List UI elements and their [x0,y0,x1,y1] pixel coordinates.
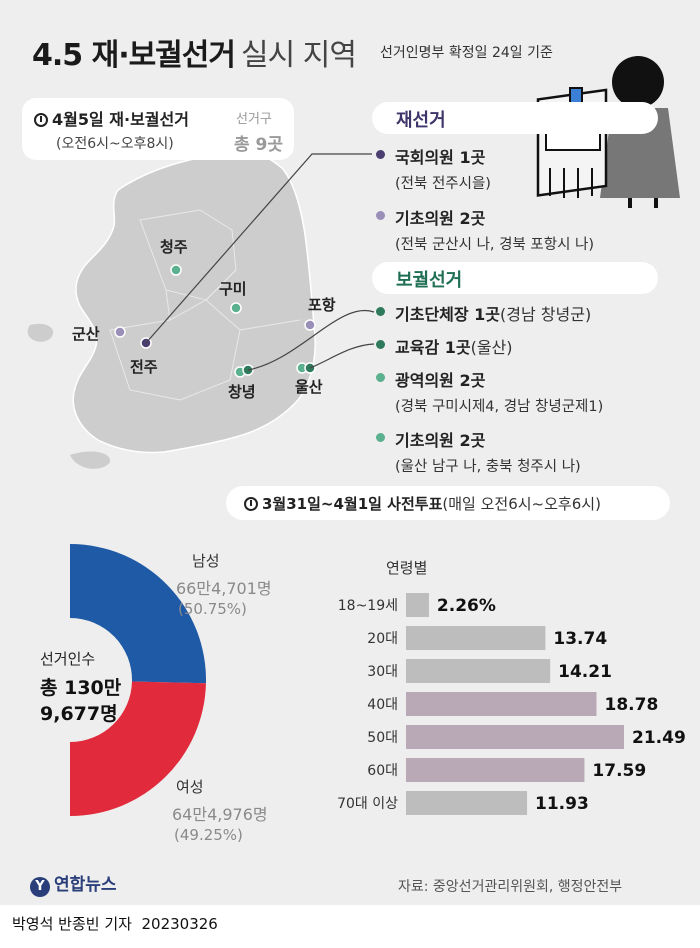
bar-value-label: 17.59 [592,761,646,781]
re-election-bullet [376,211,385,220]
female-label: 여성 [176,778,204,796]
re-election-heading: 재선거 [372,102,658,134]
age-bar-chart: 18~19세 2.26% 20대 13.74 30대 14.21 40대 18.78 50대 21… [337,593,686,815]
bar-category-label: 50대 [367,730,398,746]
leader-lines [145,153,375,371]
byline: 박영석 반종빈 기자 20230326 [12,915,218,933]
bar-value-label: 21.49 [632,728,686,748]
by-election-bullet [376,340,385,349]
male-count: 66만4,701명 [176,579,272,598]
yonhap-logo-icon: Y [30,877,50,897]
bar-value-label: 2.26% [437,596,496,616]
bar-category-label: 40대 [367,697,398,713]
re-election-detail: (전북 군산시 나, 경북 포항시 나) [395,237,595,253]
re-election-item: 기초의원 2곳 [395,209,486,228]
by-election-bullet [376,307,385,316]
age-bar [406,692,597,716]
male-label: 남성 [192,552,220,570]
city-label-jeonju: 전주 [130,358,158,376]
age-bar [406,626,546,650]
bar-value-label: 18.78 [605,695,659,715]
by-election-detail: (경북 구미시제4, 경남 창녕군제1) [395,399,604,415]
korea-mainland [72,150,316,454]
bar-value-label: 11.93 [535,794,589,814]
age-chart-title: 연령별 [386,559,428,577]
page-title: 4.5 재·보궐선거 실시 지역 [32,38,357,73]
male-percent: (50.75%) [178,600,247,618]
clock-icon [34,113,48,127]
city-label-gumi: 구미 [219,280,247,298]
by-election-detail: (울산 남구 나, 충북 청주시 나) [395,459,581,475]
by-election-heading: 보궐선거 [372,262,658,294]
age-bar [406,659,551,683]
early-voting-dates: 3월31일~4월1일 사전투표 [262,495,443,513]
bar-category-label: 70대 이상 [337,796,398,812]
re-election-item: 국회의원 1곳 [395,148,486,167]
city-label-ulsan: 울산 [295,378,323,396]
clock-icon [244,497,258,511]
by-election-item: 교육감 1곳(울산) [395,338,513,357]
early-voting-box: 3월31일~4월1일 사전투표(매일 오전6시~오후6시) [226,486,670,520]
donut-slice-male [70,544,207,684]
bar-category-label: 30대 [367,664,398,680]
city-label-cheongju: 청주 [160,238,188,256]
bar-category-label: 20대 [367,631,398,647]
bar-category-label: 60대 [367,763,398,779]
donut-hole [9,619,131,741]
dot-pohang [304,319,316,331]
gender-donut-chart [9,544,207,816]
dot-cheongju [170,264,182,276]
dot-gumi [230,302,242,314]
by-election-bullet [376,373,385,382]
city-label-changnyeong: 창녕 [228,383,256,401]
age-bar [406,725,624,749]
female-percent: (49.25%) [174,826,243,844]
basis-note: 선거인명부 확정일 24일 기준 [380,45,553,61]
by-election-item: 광역의원 2곳 [395,371,486,390]
re-election-bullet [376,150,385,159]
age-bar [406,593,429,617]
age-bar [406,758,585,782]
by-election-bullet [376,433,385,442]
election-day-box: 4월5일 재·보궐선거 (오전6시~오후8시) 선거구 총 9곳 [22,98,294,160]
voting-hours: (오전6시~오후8시) [56,136,174,152]
city-label-pohang: 포항 [308,296,336,314]
source-note: 자료: 중앙선거관리위원회, 행정안전부 [398,879,623,895]
donut-slice-female [70,681,206,816]
dot-gunsan [114,326,126,338]
election-date: 4월5일 재·보궐선거 [52,110,189,129]
korea-map [27,150,316,469]
districts-value: 총 9곳 [234,135,284,155]
re-election-detail: (전북 전주시을) [395,176,491,192]
bar-category-label: 18~19세 [338,598,398,614]
bar-value-label: 13.74 [553,629,607,649]
voters-total: 총 130만 9,677명 [40,677,122,725]
age-bar [406,791,528,815]
female-count: 64만4,976명 [172,805,268,824]
early-voting-hours: (매일 오전6시~오후6시) [442,495,601,513]
bar-value-label: 14.21 [558,662,612,682]
by-election-item: 기초의원 2곳 [395,431,486,450]
yonhap-logo: Y 연합뉴스 [30,870,117,897]
city-label-gunsan: 군산 [72,325,100,343]
districts-label: 선거구 [236,112,272,127]
voters-label: 선거인수 [40,650,96,668]
by-election-item: 기초단체장 1곳(경남 창녕군) [395,305,592,324]
